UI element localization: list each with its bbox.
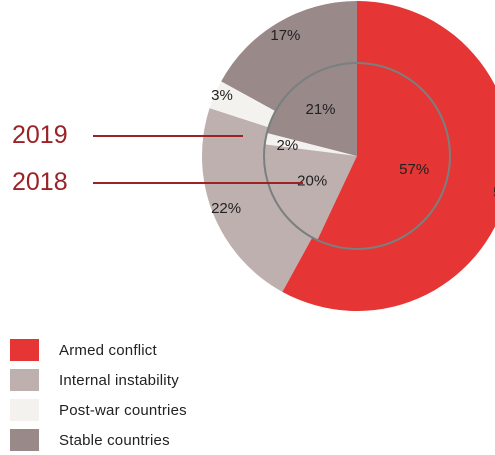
data-label-outer-internal-instability: 22% [211, 200, 241, 217]
data-label-inner-post-war-countries: 2% [277, 137, 299, 154]
legend-label: Armed conflict [59, 341, 157, 359]
legend-swatch [10, 399, 39, 421]
legend-swatch [10, 429, 39, 451]
legend-item-stable-countries: Stable countries [10, 425, 187, 455]
data-label-outer-stable-countries: 17% [270, 27, 300, 44]
year-leader-line-2019 [93, 135, 243, 137]
data-label-outer-post-war-countries: 3% [211, 87, 233, 104]
legend-item-post-war-countries: Post-war countries [10, 395, 187, 425]
data-label-outer-armed-conflict: 58% [493, 184, 495, 201]
legend-label: Internal instability [59, 371, 179, 389]
data-label-inner-armed-conflict: 57% [399, 161, 429, 178]
year-label-2018: 2018 [12, 168, 68, 196]
legend-item-armed-conflict: Armed conflict [10, 335, 187, 365]
year-label-2019: 2019 [12, 121, 68, 149]
data-label-inner-stable-countries: 21% [305, 101, 335, 118]
slice-inner-stable-countries [266, 62, 357, 156]
slice-inner-armed-conflict [317, 63, 450, 249]
legend-label: Stable countries [59, 431, 170, 449]
legend-item-internal-instability: Internal instability [10, 365, 187, 395]
ring-separator [263, 62, 451, 250]
legend-swatch [10, 369, 39, 391]
data-label-inner-internal-instability: 20% [297, 173, 327, 190]
legend-label: Post-war countries [59, 401, 187, 419]
year-leader-line-2018 [93, 182, 303, 184]
legend-swatch [10, 339, 39, 361]
legend: Armed conflict Internal instability Post… [10, 335, 187, 455]
slice-inner-post-war-countries [264, 132, 357, 156]
